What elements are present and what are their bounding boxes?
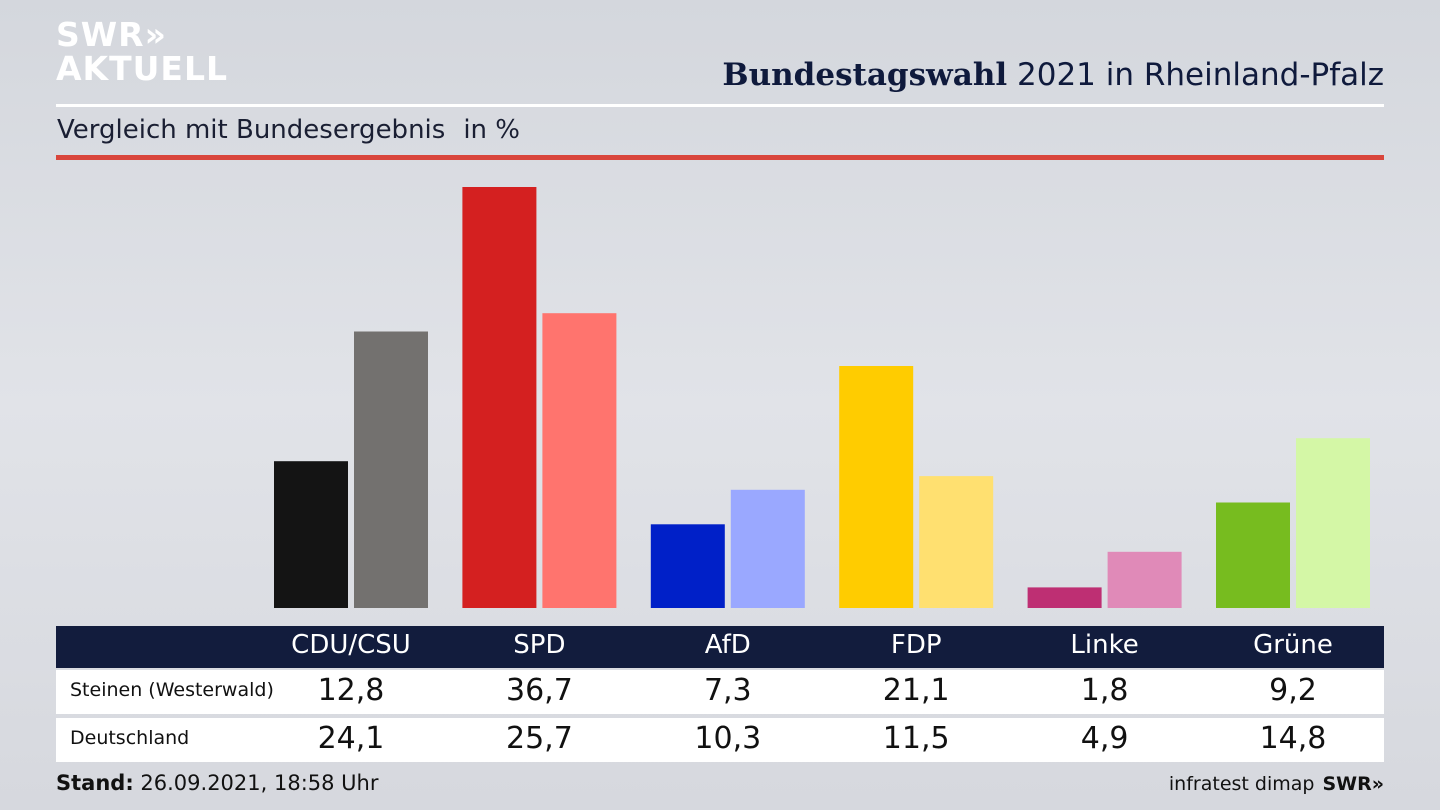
subtitle-text: Vergleich mit Bundesergebnis xyxy=(57,115,446,145)
bar-linke-national xyxy=(1107,551,1182,608)
column-header: AfD xyxy=(704,630,751,660)
value-cell: 24,1 xyxy=(317,721,385,756)
unit-label: in % xyxy=(463,115,520,145)
row-label-local: Steinen (Westerwald) xyxy=(70,679,274,701)
row-label-national: Deutschland xyxy=(70,727,190,749)
value-cell: 21,1 xyxy=(882,673,950,708)
table-row: Deutschland 24,1 25,7 10,3 11,5 4,9 14,8 xyxy=(56,718,1384,762)
accent-divider xyxy=(56,155,1384,160)
value-cell: 1,8 xyxy=(1080,673,1129,708)
bar-linke-local xyxy=(1027,587,1102,608)
page-title: Bundestagswahl 2021 in Rheinland-Pfalz xyxy=(722,57,1384,93)
logo-line-1: SWR» xyxy=(56,15,167,54)
value-cell: 7,3 xyxy=(703,673,752,708)
value-cell: 11,5 xyxy=(882,721,950,756)
bar-gr-ne-national xyxy=(1296,438,1370,608)
value-cell: 12,8 xyxy=(317,673,385,708)
source-credit: infratest dimap SWR» xyxy=(1169,773,1384,795)
bar-gr-ne-local xyxy=(1216,502,1290,608)
table-row: Steinen (Westerwald) 12,8 36,7 7,3 21,1 1,8 9… xyxy=(56,670,1384,714)
bar-cdu-csu-local xyxy=(274,461,348,608)
value-cell: 36,7 xyxy=(505,673,573,708)
logo-line-2: AKTUELL xyxy=(56,49,229,88)
column-header: FDP xyxy=(890,630,942,660)
value-cell: 4,9 xyxy=(1080,721,1129,756)
chart-subtitle: Vergleich mit Bundesergebnis in % xyxy=(57,115,520,145)
swr-aktuell-logo: SWR» AKTUELL xyxy=(56,18,228,86)
bar-spd-local xyxy=(462,187,537,608)
bar-spd-national xyxy=(542,313,617,608)
timestamp: Stand: 26.09.2021, 18:58 Uhr xyxy=(56,771,379,795)
bar-afd-local xyxy=(650,524,725,608)
bar-fdp-local xyxy=(839,366,914,608)
stand-value: 26.09.2021, 18:58 Uhr xyxy=(133,771,379,795)
title-divider xyxy=(56,104,1384,107)
value-cell: 10,3 xyxy=(694,721,762,756)
stand-label: Stand: xyxy=(56,771,134,795)
bar-afd-national xyxy=(730,489,805,608)
title-bold: Bundestagswahl xyxy=(722,57,1008,93)
table-header-row: CDU/CSU SPD AfD FDP Linke Grüne xyxy=(56,626,1384,668)
column-header: Linke xyxy=(1070,630,1139,660)
value-cell: 14,8 xyxy=(1259,721,1327,756)
bar-cdu-csu-national xyxy=(354,331,428,608)
bar-chart xyxy=(274,187,1370,608)
source-text: infratest dimap xyxy=(1168,773,1315,795)
value-cell: 25,7 xyxy=(505,721,573,756)
bar-fdp-national xyxy=(919,476,994,608)
swr-brand-mark: SWR» xyxy=(1322,773,1384,795)
column-header: CDU/CSU xyxy=(291,630,411,660)
value-cell: 9,2 xyxy=(1269,673,1317,708)
column-header: SPD xyxy=(513,630,566,660)
column-header: Grüne xyxy=(1253,630,1333,660)
title-rest: 2021 in Rheinland-Pfalz xyxy=(1007,57,1384,93)
